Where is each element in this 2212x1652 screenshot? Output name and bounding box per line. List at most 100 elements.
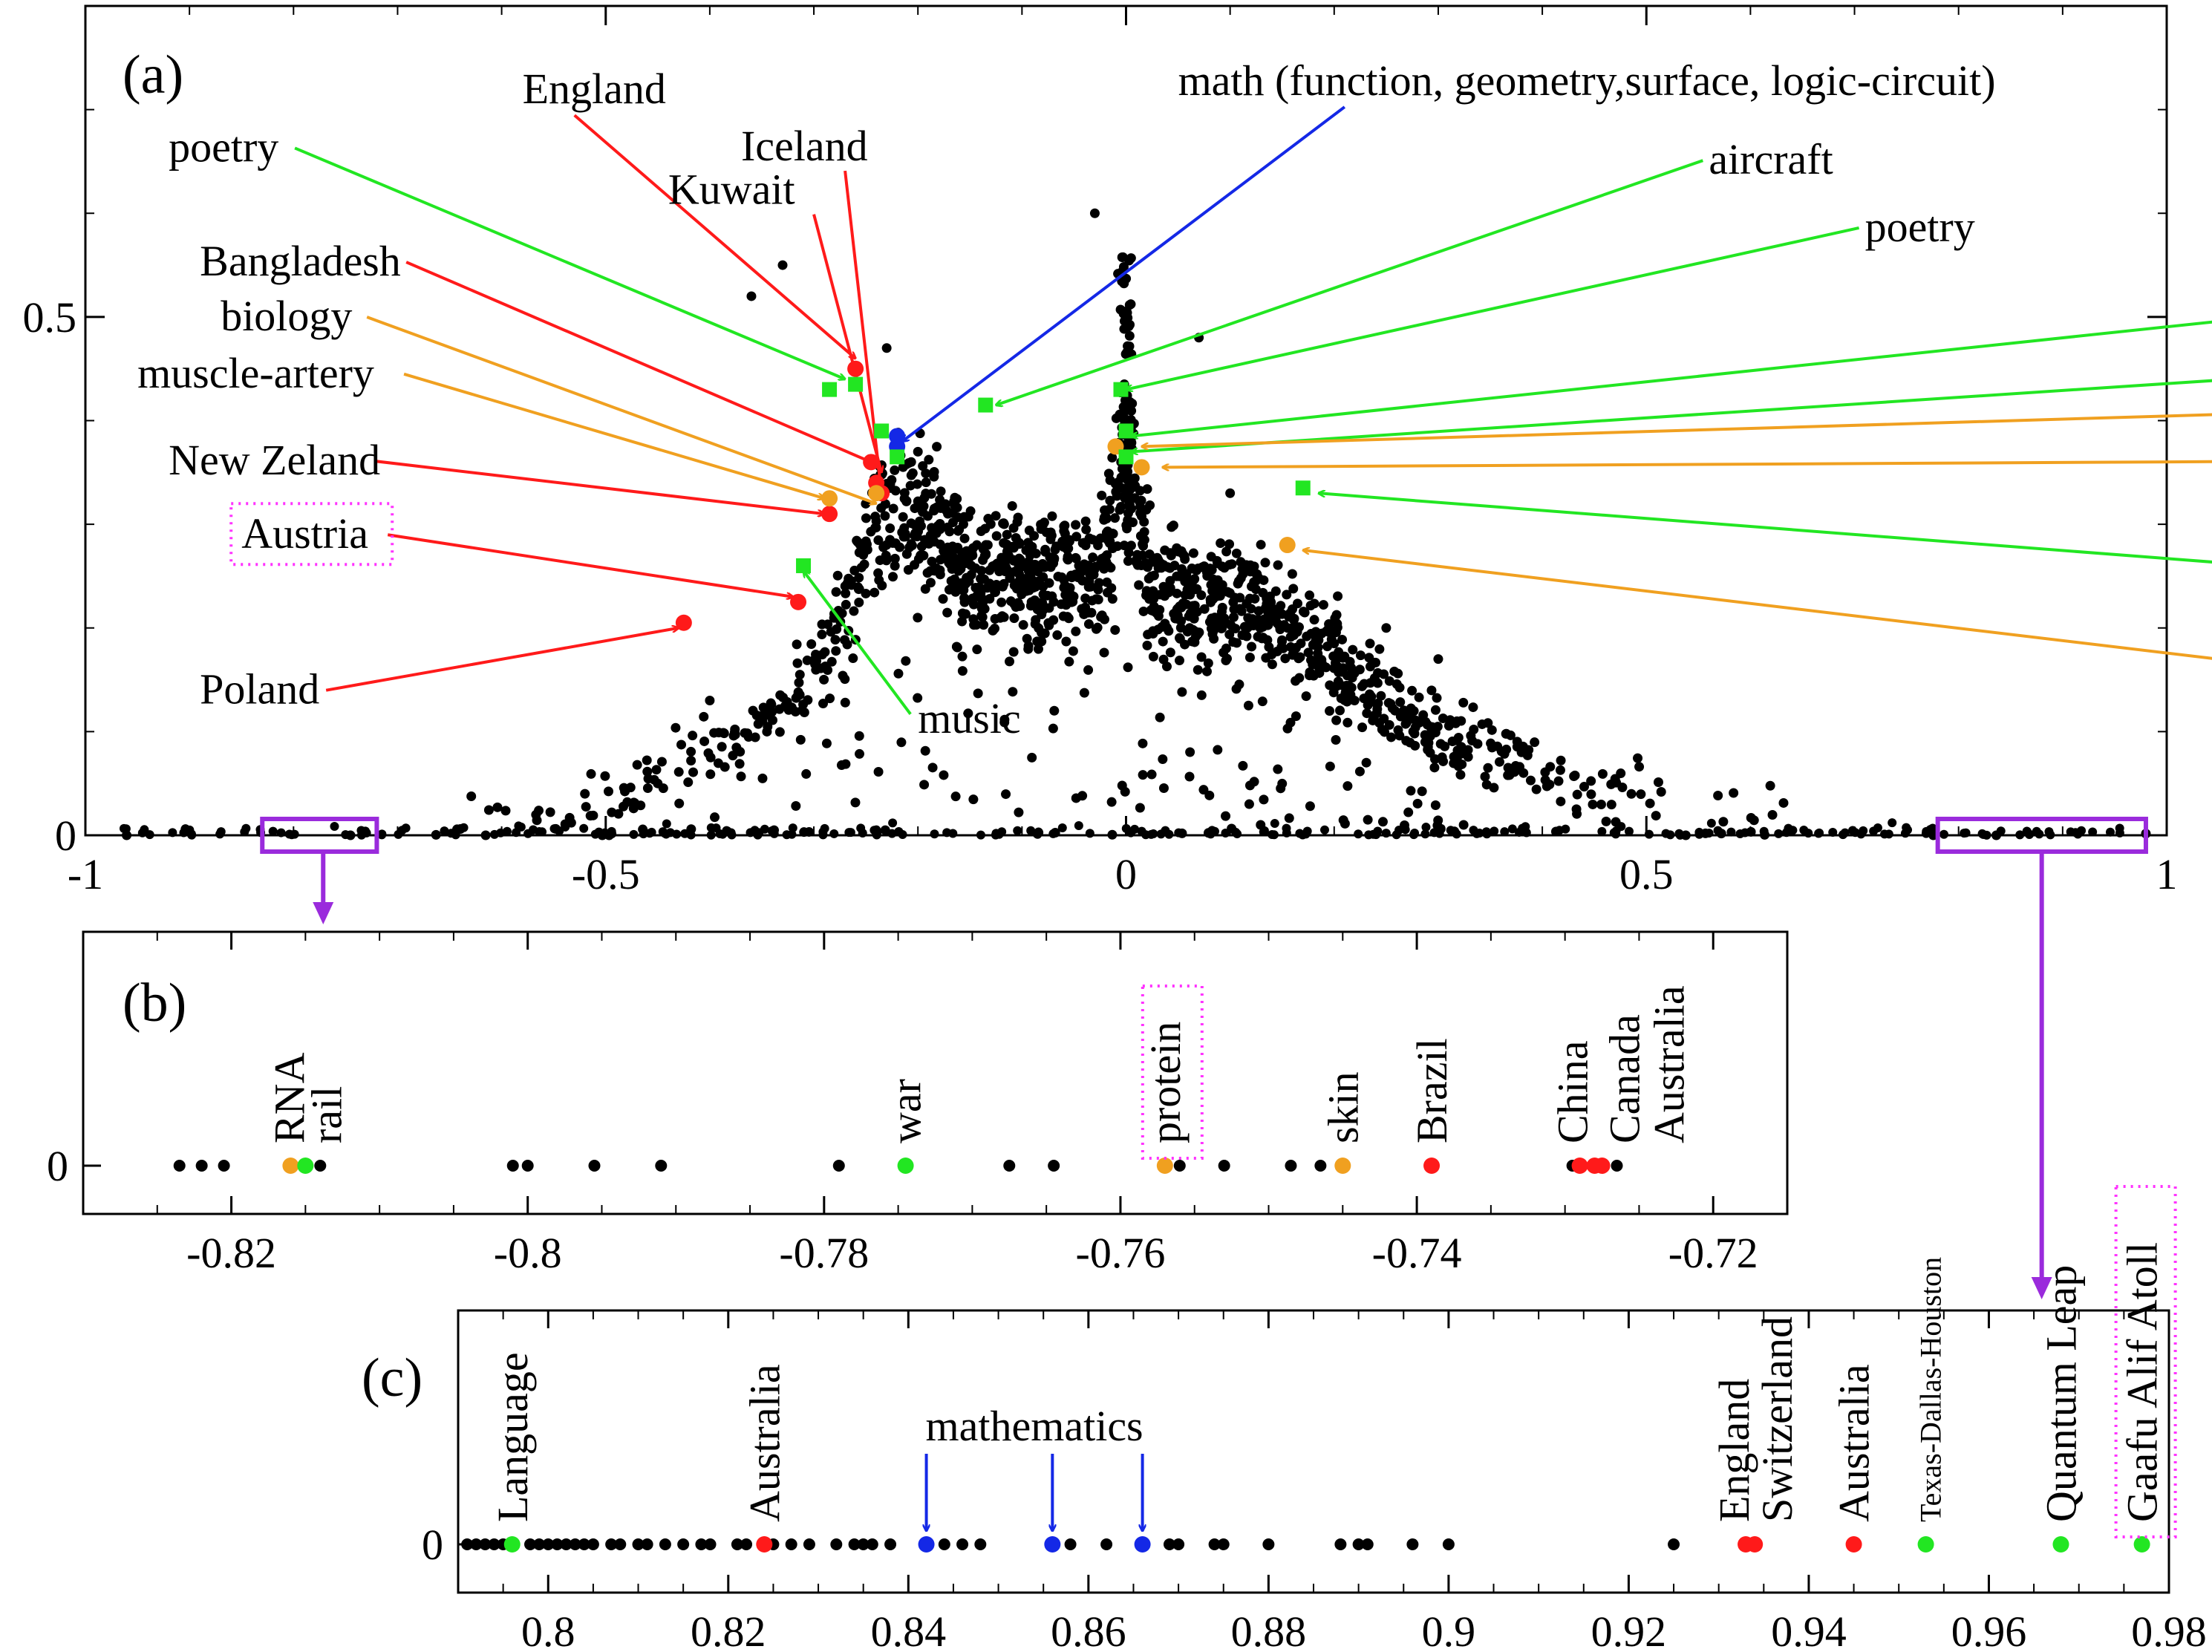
point-math [918,1536,935,1553]
y-tick-label: 0.5 [23,293,77,342]
background-point [1014,553,1025,564]
background-point [1180,639,1190,650]
background-point [1287,569,1297,579]
baseline-point [1469,826,1478,835]
background-point [762,726,772,737]
outlier-point [1433,654,1443,665]
baseline-point [769,829,779,838]
baseline-point [1436,823,1446,833]
background-point [1260,558,1270,568]
arrow-poetry [1126,226,1859,390]
background-point [1117,463,1127,474]
background-point [1653,777,1663,788]
background-point [1001,789,1011,800]
background-point [1180,576,1190,587]
x-tick-label: 0.96 [1951,1607,2027,1652]
background-point [913,693,923,703]
background-point [1036,520,1046,530]
background-point [1061,600,1071,610]
background-point [1338,815,1348,826]
background-point [1196,690,1207,700]
baseline-point [276,828,286,838]
background-point [1088,552,1098,563]
background-point [1190,627,1201,637]
background-point [792,639,802,650]
point [1262,1538,1275,1550]
background-point [1132,560,1143,570]
background-point [1110,513,1120,523]
x-tick-label: 0.88 [1231,1607,1307,1652]
background-point [757,773,768,783]
background-point [973,688,983,699]
baseline-point [1164,829,1174,839]
background-point [1215,622,1225,633]
baseline-point [2066,827,2075,837]
background-point [976,603,987,613]
background-point [1094,578,1104,588]
background-point [997,611,1008,621]
background-point [1112,491,1122,501]
baseline-point [1481,827,1491,837]
point-rna [282,1158,299,1174]
background-point [1265,614,1275,624]
background-point [1368,658,1379,668]
background-point [832,570,843,581]
background-point [1572,789,1582,800]
background-point [699,736,710,746]
background-point [676,740,687,750]
background-point [812,652,822,662]
background-point [1555,765,1565,775]
background-point [1071,520,1081,530]
outlier-point [653,778,663,789]
background-point [1149,570,1159,581]
background-point [1246,604,1256,614]
background-point [1540,775,1550,786]
background-point [1221,811,1231,821]
label-switzerland: Switzerland [1753,1316,1801,1522]
background-point [1425,748,1435,758]
background-point [966,561,976,571]
baseline-point [1675,830,1685,840]
arrow-muscle-artery [1142,413,2212,447]
background-point [1291,711,1301,722]
background-point [1126,253,1136,264]
background-point [1447,736,1458,746]
arrow-aircraft [996,159,1703,405]
point-bible [1295,480,1311,496]
background-point [1331,715,1342,725]
background-point [794,677,804,688]
point [524,1538,537,1550]
background-point [632,760,642,770]
point-biology [868,485,885,502]
background-point [1276,636,1287,647]
panel-b-points [173,1158,1623,1174]
baseline-point [168,828,177,838]
point [830,1538,843,1550]
background-point [841,588,851,598]
baseline-point [1939,829,1948,839]
baseline-point [1033,829,1043,839]
background-point [1601,816,1611,826]
background-point [831,587,841,597]
background-point [925,578,936,588]
background-point [841,759,851,769]
point-math [1044,1536,1061,1553]
label-gaafu-alif-atoll: Gaafu Alif Atoll [2118,1242,2167,1522]
background-point [1390,705,1400,716]
background-point [838,670,848,681]
background-point [1037,627,1047,638]
background-point [1394,731,1405,741]
baseline-point [662,819,671,829]
point [1218,1160,1230,1172]
background-point [1106,797,1117,807]
background-point [736,771,746,782]
background-point [954,524,965,535]
baseline-point [753,830,763,840]
background-point [750,732,760,742]
background-point [734,759,745,769]
background-point [795,734,806,745]
label-protein: protein [1141,1022,1190,1143]
background-point [1146,769,1157,780]
x-tick-label: 0.86 [1051,1607,1126,1652]
baseline-point [1507,824,1517,834]
